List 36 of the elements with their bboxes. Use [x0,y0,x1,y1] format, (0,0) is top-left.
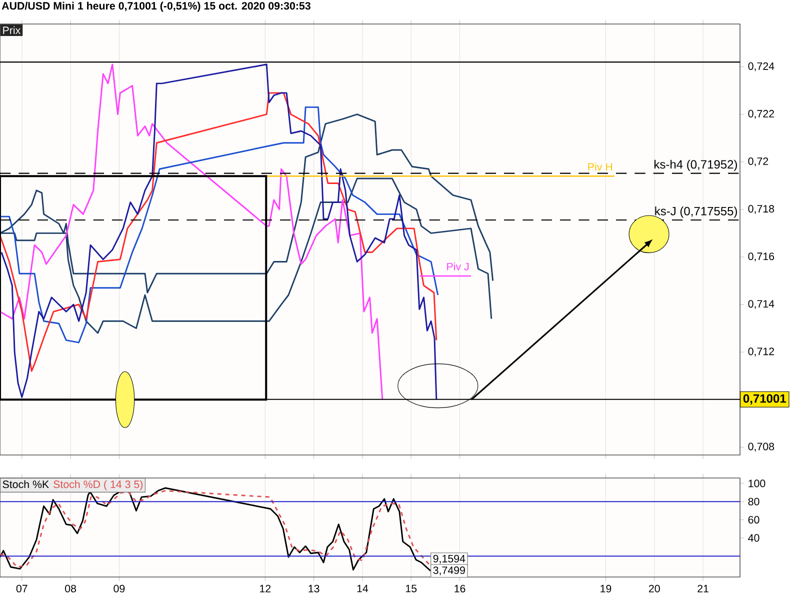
y-tick-label: 40 [748,534,760,542]
y-tick-label: 0,716 [748,252,774,262]
x-tick-label: 16 [454,584,466,592]
ref-line-label: 0,71001 [743,394,786,404]
x-tick-label: 14 [357,584,368,592]
x-tick-label: 19 [600,584,612,592]
annotation: 3,7499 [433,566,465,576]
annotation: 9,1594 [433,554,466,564]
x-tick-label: 15 [406,584,417,592]
x-tick-label: 13 [308,584,320,592]
x-tick-label: 20 [648,584,660,592]
y-tick-label: 0,712 [748,348,774,356]
series-label: Stoch %D ( 14 3 5) [54,480,143,490]
y-tick-label: 0,718 [748,205,774,214]
y-tick-label: 0,714 [748,300,774,309]
y-tick-label: 0,72 [748,157,768,166]
y-tick-label: 80 [748,498,760,506]
series-label: Piv J [447,262,469,270]
y-tick-label: 60 [748,516,760,524]
x-tick-label: 09 [114,584,125,592]
y-tick-label: 0,722 [748,110,774,119]
ref-line-label: ks-h4 (0,71952) [654,160,737,172]
line-series [0,92,438,372]
x-tick-label: 12 [260,584,271,592]
series-label: Piv H [588,162,612,171]
x-tick-label: 07 [16,584,28,592]
series-label: Stoch %K [2,480,49,488]
chart-title: AUD/USD Mini 1 heure 0,71001 (-0,51%) 15 oct. 2020 09:30:53 [2,2,310,12]
ref-line-label: ks-J (0,717555) [655,206,737,218]
x-tick-label: 08 [65,584,76,592]
x-tick-label: 21 [698,584,708,592]
y-tick-label: 0,724 [748,62,774,72]
line-series [0,106,439,344]
annotation: Prix [3,26,21,34]
y-tick-label: 100 [748,480,766,488]
y-tick-label: 0,708 [748,442,774,452]
